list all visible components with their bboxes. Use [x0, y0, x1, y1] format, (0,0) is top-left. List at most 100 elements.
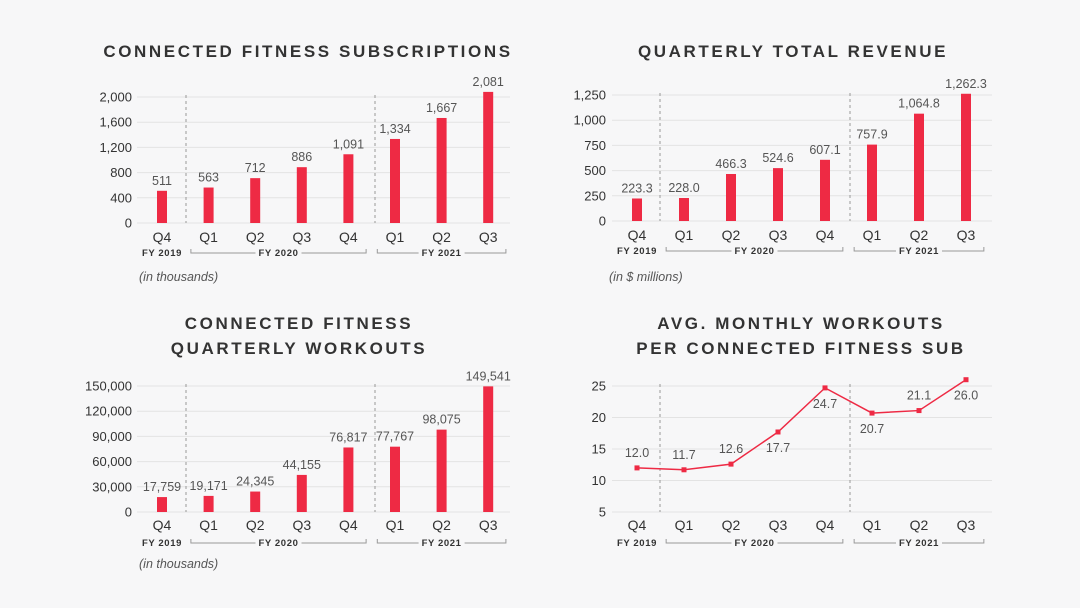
- fiscal-year-bracket: [665, 247, 844, 252]
- data-label: 19,171: [189, 479, 227, 493]
- data-label: 21.1: [907, 389, 931, 403]
- data-label: 98,075: [422, 413, 460, 427]
- y-tick-label: 0: [125, 216, 132, 231]
- fiscal-year-label: FY 2019: [142, 248, 182, 259]
- data-label: 17,759: [143, 480, 181, 494]
- x-tick-label: Q2: [910, 517, 929, 533]
- bar: [343, 447, 354, 512]
- fiscal-year-bracket: [376, 539, 507, 544]
- fiscal-year-bracket: [190, 249, 367, 254]
- y-tick-label: 120,000: [85, 404, 132, 419]
- fiscal-year-bracket: [853, 247, 985, 252]
- y-tick-label: 0: [599, 214, 606, 229]
- data-point: [681, 467, 687, 473]
- bar: [250, 178, 261, 223]
- chart-title: QUARTERLY TOTAL REVENUE: [638, 42, 948, 61]
- y-tick-label: 150,000: [85, 379, 132, 394]
- fiscal-year-bracket: [190, 539, 367, 544]
- y-tick-label: 400: [110, 190, 132, 205]
- x-tick-label: Q1: [675, 517, 694, 533]
- y-tick-label: 250: [584, 188, 606, 203]
- y-tick-label: 1,250: [573, 88, 606, 103]
- data-label: 149,541: [466, 369, 511, 383]
- bar: [436, 429, 447, 512]
- y-tick-label: 25: [592, 379, 606, 394]
- data-label: 524.6: [762, 151, 793, 165]
- fiscal-year-label: FY 2019: [617, 246, 657, 257]
- fiscal-year-bracket: [665, 539, 844, 544]
- chart-title: AVG. MONTHLY WORKOUTS: [657, 314, 945, 333]
- data-label: 1,091: [333, 137, 364, 151]
- bar: [436, 117, 447, 223]
- x-tick-label: Q4: [816, 227, 835, 243]
- series-line: [636, 379, 967, 471]
- data-point: [728, 461, 734, 467]
- bar: [483, 91, 494, 223]
- data-label: 1,334: [379, 122, 410, 136]
- data-point: [916, 408, 922, 414]
- x-tick-label: Q4: [339, 517, 358, 533]
- data-label: 77,767: [376, 430, 414, 444]
- data-label: 223.3: [621, 181, 652, 195]
- unit-note: (in $ millions): [609, 270, 683, 284]
- x-tick-label: Q2: [910, 227, 929, 243]
- x-tick-label: Q1: [863, 227, 882, 243]
- fiscal-year-label: FY 2019: [142, 538, 182, 549]
- data-label: 24,345: [236, 475, 274, 489]
- x-tick-label: Q3: [292, 517, 311, 533]
- data-label: 2,081: [473, 75, 504, 89]
- bar: [343, 154, 354, 223]
- x-tick-label: Q4: [628, 517, 647, 533]
- bar: [203, 187, 214, 223]
- x-tick-label: Q1: [386, 517, 405, 533]
- x-tick-label: Q2: [722, 227, 741, 243]
- fiscal-year-label: FY 2021: [422, 248, 462, 259]
- chart-title: QUARTERLY WORKOUTS: [171, 339, 427, 358]
- chart-3: CONNECTED FITNESS QUARTERLY WORKOUTS 0 30,0…: [85, 314, 511, 571]
- data-label: 76,817: [329, 430, 367, 444]
- x-tick-label: Q2: [246, 517, 265, 533]
- x-tick-label: Q3: [479, 229, 498, 245]
- data-label: 12.6: [719, 442, 743, 456]
- x-tick-label: Q4: [153, 229, 172, 245]
- data-point: [822, 385, 828, 391]
- y-tick-label: 30,000: [92, 479, 132, 494]
- fiscal-year-label: FY 2021: [422, 538, 462, 549]
- data-label: 1,064.8: [898, 97, 940, 111]
- x-tick-label: Q2: [246, 229, 265, 245]
- data-label: 24.7: [813, 397, 837, 411]
- x-tick-label: Q2: [722, 517, 741, 533]
- y-tick-label: 800: [110, 165, 132, 180]
- bar: [390, 446, 400, 512]
- y-tick-label: 0: [125, 505, 132, 520]
- fiscal-year-label: FY 2020: [735, 246, 775, 257]
- fiscal-year-label: FY 2019: [617, 538, 657, 549]
- data-label: 11.7: [672, 448, 695, 462]
- y-tick-label: 1,000: [573, 113, 606, 128]
- data-point: [869, 410, 875, 416]
- data-point: [775, 429, 781, 435]
- y-tick-label: 20: [592, 410, 606, 425]
- y-tick-label: 500: [584, 163, 606, 178]
- x-tick-label: Q4: [628, 227, 647, 243]
- fiscal-year-bracket: [853, 539, 985, 544]
- x-tick-label: Q3: [769, 517, 788, 533]
- data-label: 17.7: [766, 441, 790, 455]
- y-tick-label: 15: [592, 442, 606, 457]
- x-tick-label: Q3: [479, 517, 498, 533]
- unit-note: (in thousands): [139, 557, 218, 571]
- fiscal-year-label: FY 2020: [259, 248, 299, 259]
- data-label: 1,262.3: [945, 77, 987, 91]
- y-tick-label: 60,000: [92, 454, 132, 469]
- chart-2: QUARTERLY TOTAL REVENUE 0 250 500 750 1,000 1,…: [573, 42, 992, 284]
- x-tick-label: Q3: [769, 227, 788, 243]
- x-tick-label: Q2: [432, 517, 451, 533]
- bar: [157, 497, 167, 512]
- x-tick-label: Q1: [675, 227, 694, 243]
- y-tick-label: 2,000: [99, 90, 132, 105]
- data-label: 757.9: [856, 128, 887, 142]
- data-label: 26.0: [954, 389, 978, 403]
- y-tick-label: 90,000: [92, 429, 132, 444]
